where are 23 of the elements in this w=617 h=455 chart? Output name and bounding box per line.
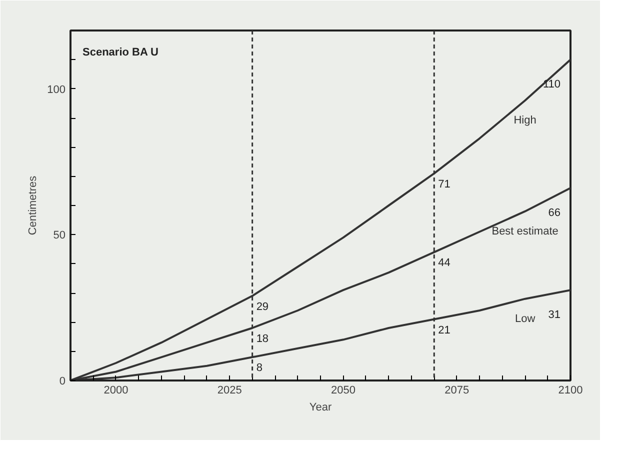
x-tick-label: 2025 — [217, 384, 242, 396]
data-label: 44 — [438, 257, 450, 270]
y-tick-label: 0 — [59, 376, 66, 388]
x-tick-label: 2000 — [104, 384, 128, 396]
x-axis-title: Year — [309, 402, 332, 414]
data-label: 29 — [256, 300, 269, 313]
series-label: High — [514, 114, 536, 126]
data-label: 21 — [438, 324, 450, 336]
data-label: 110 — [542, 78, 561, 91]
x-tick-label: 2100 — [558, 384, 583, 396]
data-label: 8 — [256, 362, 262, 374]
x-tick-label: 2050 — [330, 384, 356, 396]
series-label: Low — [514, 312, 536, 325]
data-label: 18 — [256, 333, 269, 345]
x-tick-label: 2075 — [444, 384, 470, 396]
data-label: 66 — [548, 207, 561, 219]
data-label: 71 — [438, 178, 450, 190]
y-tick-label: 100 — [47, 84, 66, 96]
data-label: 31 — [548, 309, 561, 322]
y-tick-label: 50 — [53, 230, 66, 242]
series-label: Best estimate — [492, 225, 558, 238]
y-axis-title: Centimetres — [27, 175, 40, 236]
annotation: Scenario BA U — [82, 46, 159, 58]
